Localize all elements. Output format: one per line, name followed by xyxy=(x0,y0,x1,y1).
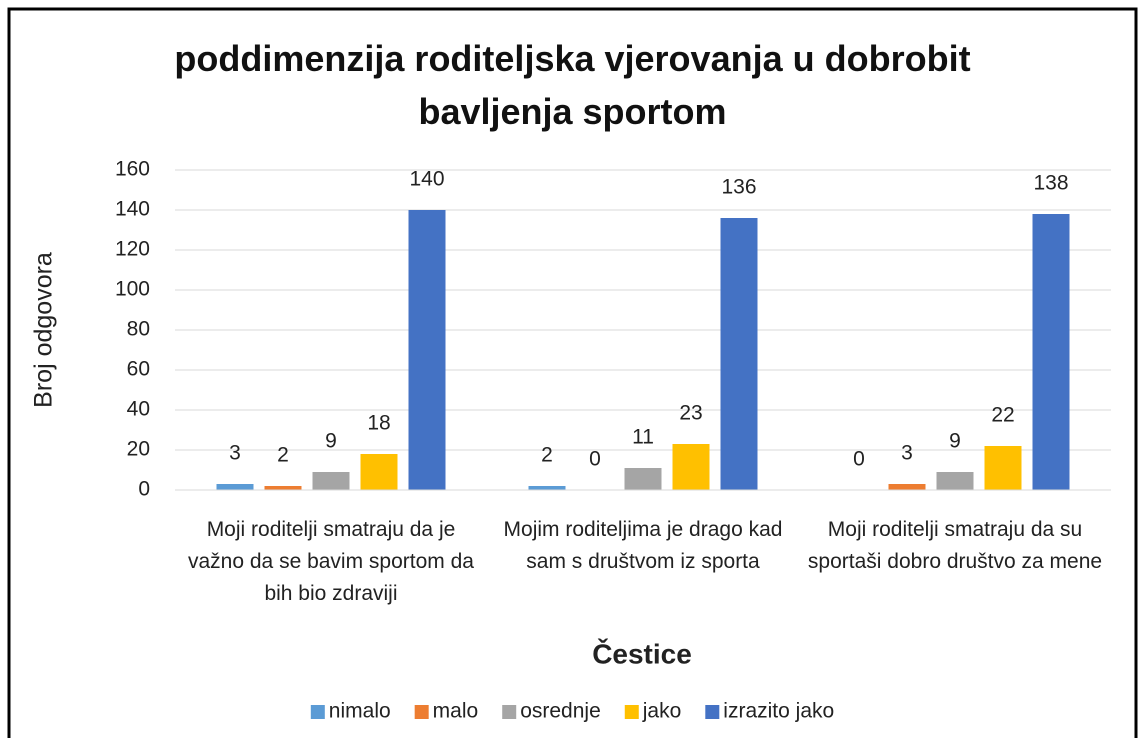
data-label: 140 xyxy=(409,168,444,191)
data-label: 138 xyxy=(1033,172,1068,195)
legend-label: osrednje xyxy=(520,700,601,723)
legend-swatch xyxy=(624,705,639,719)
data-label: 18 xyxy=(367,412,390,435)
y-tick-label: 80 xyxy=(127,318,150,341)
bar xyxy=(408,210,446,490)
legend-swatch xyxy=(502,705,517,719)
bar xyxy=(672,444,710,490)
data-label: 23 xyxy=(679,402,702,425)
x-axis-title: Čestice xyxy=(592,637,692,669)
legend-label: nimalo xyxy=(329,700,391,723)
y-tick-label: 40 xyxy=(127,398,150,421)
bar xyxy=(216,484,254,490)
legend-label: jako xyxy=(642,700,682,723)
x-tick-label: Moji roditelji smatraju da je važno da s… xyxy=(188,518,474,605)
y-tick-label: 100 xyxy=(115,278,150,301)
y-tick-label: 160 xyxy=(115,158,150,181)
data-label: 2 xyxy=(541,444,553,467)
y-axis-title: Broj odgovora xyxy=(30,252,58,408)
bar xyxy=(624,468,662,490)
legend-swatch xyxy=(705,705,720,719)
bar xyxy=(888,484,926,490)
y-tick-label: 0 xyxy=(138,478,150,501)
y-tick-label: 60 xyxy=(127,358,150,381)
y-tick-label: 20 xyxy=(127,438,150,461)
data-label: 136 xyxy=(721,176,756,199)
frame xyxy=(7,7,1138,738)
data-label: 11 xyxy=(632,426,654,449)
bar xyxy=(936,472,974,490)
bar xyxy=(984,446,1022,490)
legend-swatch xyxy=(414,705,429,719)
data-label: 3 xyxy=(229,442,241,465)
y-tick-label: 120 xyxy=(115,238,150,261)
chart-title: poddimenzija roditeljska vjerovanja u do… xyxy=(174,38,971,132)
bar xyxy=(264,486,302,490)
legend-swatch xyxy=(310,705,325,719)
x-tick-label: Mojim roditeljima je drago kad sam s dru… xyxy=(503,518,783,573)
bar xyxy=(312,472,350,490)
data-label: 9 xyxy=(325,430,337,453)
x-tick-label: Moji roditelji smatraju da su sportaši d… xyxy=(807,518,1103,573)
y-tick-label: 140 xyxy=(115,198,150,221)
data-label: 9 xyxy=(949,430,961,453)
data-label: 0 xyxy=(853,448,865,471)
bar xyxy=(360,454,398,490)
bar xyxy=(528,486,566,490)
data-label: 2 xyxy=(277,444,289,467)
data-label: 22 xyxy=(991,404,1014,427)
legend-label: izrazito jako xyxy=(723,700,834,723)
bar xyxy=(720,218,758,490)
data-label: 3 xyxy=(901,442,913,465)
legend-label: malo xyxy=(433,700,479,723)
data-label: 0 xyxy=(589,448,601,471)
bar xyxy=(1032,214,1070,490)
